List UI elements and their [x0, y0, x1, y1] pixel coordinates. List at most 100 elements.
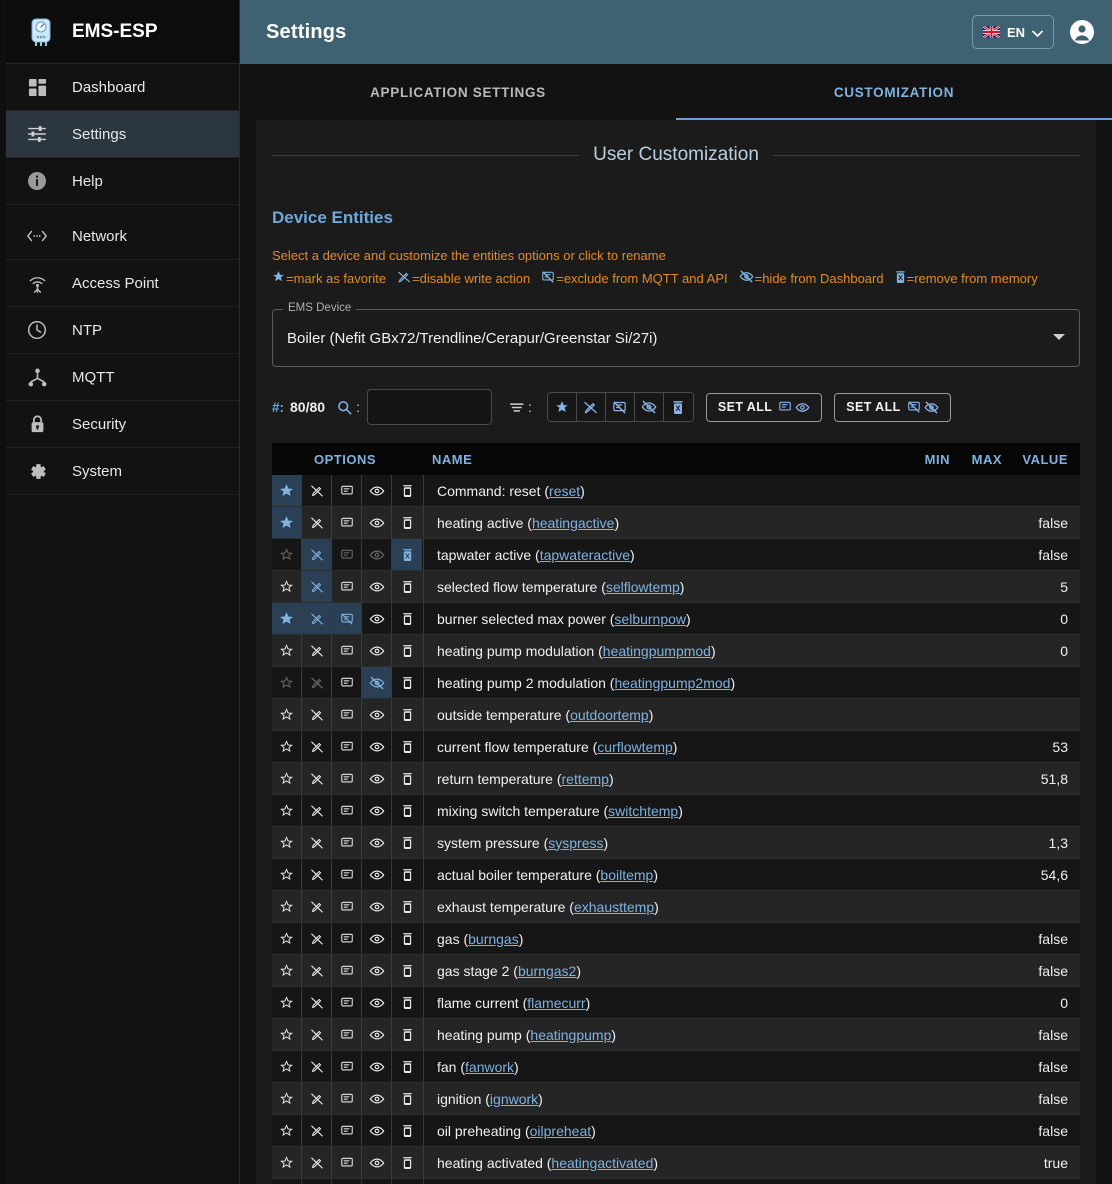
option-delete[interactable] — [392, 795, 422, 826]
entity-name[interactable]: burner selected max power (selburnpow) — [437, 610, 691, 627]
option-no-write[interactable] — [302, 1179, 332, 1184]
option-mqtt-doc[interactable] — [332, 1179, 362, 1184]
option-mqtt-doc[interactable] — [332, 827, 362, 858]
option-eye[interactable] — [362, 795, 392, 826]
table-row[interactable]: exhaust temperature (exhausttemp) — [272, 891, 1080, 923]
table-row[interactable]: burner selected max power (selburnpow) 0 — [272, 603, 1080, 635]
option-mqtt-doc[interactable] — [332, 635, 362, 666]
table-row[interactable]: actual boiler temperature (boiltemp) 54,6 — [272, 859, 1080, 891]
table-row[interactable]: heating pump (heatingpump) false — [272, 1019, 1080, 1051]
option-star[interactable] — [272, 475, 302, 506]
table-row[interactable]: ignition (ignwork) false — [272, 1083, 1080, 1115]
entity-key[interactable]: tapwateractive — [539, 546, 630, 563]
entity-name[interactable]: gas (burngas) — [437, 930, 524, 947]
option-star[interactable] — [272, 795, 302, 826]
option-delete[interactable] — [392, 539, 422, 570]
option-mqtt-doc[interactable] — [332, 955, 362, 986]
option-star[interactable] — [272, 1115, 302, 1146]
table-row[interactable]: mixing switch temperature (switchtemp) — [272, 795, 1080, 827]
option-mqtt-doc[interactable] — [332, 1147, 362, 1178]
option-star[interactable] — [272, 1147, 302, 1178]
entity-name[interactable]: selected flow temperature (selflowtemp) — [437, 578, 685, 595]
option-eye[interactable] — [362, 923, 392, 954]
option-mqtt-doc[interactable] — [332, 923, 362, 954]
option-no-write[interactable] — [302, 859, 332, 890]
sidebar-item-settings[interactable]: Settings — [6, 111, 239, 158]
option-eye[interactable] — [362, 1051, 392, 1082]
table-row[interactable]: selected flow temperature (selflowtemp) 5 — [272, 571, 1080, 603]
option-mqtt-doc[interactable] — [332, 1083, 362, 1114]
option-mqtt-doc[interactable] — [332, 987, 362, 1018]
entity-key[interactable]: heatingpumpmod — [602, 642, 711, 659]
option-star[interactable] — [272, 763, 302, 794]
option-eye[interactable] — [362, 1115, 392, 1146]
entity-key[interactable]: outdoortemp — [570, 706, 649, 723]
entity-key[interactable]: switchtemp — [608, 802, 679, 819]
table-row[interactable]: outside temperature (outdoortemp) — [272, 699, 1080, 731]
sidebar-item-security[interactable]: Security — [6, 401, 239, 448]
entity-name[interactable]: ignition (ignwork) — [437, 1090, 543, 1107]
entity-name[interactable]: heating active (heatingactive) — [437, 514, 620, 531]
option-delete[interactable] — [392, 859, 422, 890]
entity-name[interactable]: current flow temperature (curflowtemp) — [437, 738, 678, 755]
entity-key[interactable]: reset — [549, 482, 581, 499]
option-eye[interactable] — [362, 955, 392, 986]
entity-key[interactable]: curflowtemp — [597, 738, 673, 755]
option-mqtt-doc[interactable] — [332, 891, 362, 922]
option-delete[interactable] — [392, 1115, 422, 1146]
entity-key[interactable]: selburnpow — [614, 610, 687, 627]
option-mqtt-doc[interactable] — [332, 763, 362, 794]
option-star[interactable] — [272, 955, 302, 986]
entity-name[interactable]: exhaust temperature (exhausttemp) — [437, 898, 659, 915]
option-no-write[interactable] — [302, 603, 332, 634]
tab-customization[interactable]: Customization — [833, 84, 955, 100]
entity-name[interactable]: heating pump (heatingpump) — [437, 1026, 617, 1043]
option-mqtt-doc[interactable] — [332, 667, 362, 698]
entity-key[interactable]: heatingactivated — [551, 1154, 654, 1171]
entity-name[interactable]: system pressure (syspress) — [437, 834, 609, 851]
option-eye[interactable] — [362, 1147, 392, 1178]
option-star[interactable] — [272, 1019, 302, 1050]
table-row[interactable]: current flow temperature (curflowtemp) 53 — [272, 731, 1080, 763]
table-row[interactable]: system pressure (syspress) 1,3 — [272, 827, 1080, 859]
option-mqtt-doc[interactable] — [332, 539, 362, 570]
option-no-write[interactable] — [302, 539, 332, 570]
option-star[interactable] — [272, 1083, 302, 1114]
entity-name[interactable]: actual boiler temperature (boiltemp) — [437, 866, 659, 883]
option-no-write[interactable] — [302, 923, 332, 954]
entity-key[interactable]: burngas — [468, 930, 519, 947]
set-all-disable-button[interactable]: SET ALL — [834, 392, 951, 422]
option-no-write[interactable] — [302, 1051, 332, 1082]
entity-key[interactable]: fanwork — [465, 1058, 515, 1075]
table-row[interactable]: heating pump 2 modulation (heatingpump2m… — [272, 667, 1080, 699]
sidebar-item-system[interactable]: System — [6, 448, 239, 495]
sidebar-item-dashboard[interactable]: Dashboard — [6, 64, 239, 111]
table-row[interactable]: heating activated (heatingactivated) true — [272, 1147, 1080, 1179]
option-star[interactable] — [272, 827, 302, 858]
option-delete[interactable] — [392, 1147, 422, 1178]
filter-mqtt-exclude-button[interactable] — [605, 393, 635, 421]
option-star[interactable] — [272, 987, 302, 1018]
option-mqtt-doc[interactable] — [332, 859, 362, 890]
option-mqtt-doc[interactable] — [332, 1051, 362, 1082]
entity-key[interactable]: boiltemp — [600, 866, 654, 883]
entity-name[interactable]: mixing switch temperature (switchtemp) — [437, 802, 683, 819]
option-delete[interactable] — [392, 571, 422, 602]
option-eye[interactable] — [362, 667, 392, 698]
option-no-write[interactable] — [302, 571, 332, 602]
table-row[interactable]: flame current (flamecurr) 0 — [272, 987, 1080, 1019]
table-row[interactable] — [272, 1179, 1080, 1184]
option-delete[interactable] — [392, 1179, 422, 1184]
option-delete[interactable] — [392, 891, 422, 922]
table-row[interactable]: return temperature (rettemp) 51,8 — [272, 763, 1080, 795]
option-no-write[interactable] — [302, 699, 332, 730]
option-delete[interactable] — [392, 827, 422, 858]
set-all-enable-button[interactable]: SET ALL — [705, 392, 823, 422]
option-mqtt-doc[interactable] — [332, 571, 362, 602]
option-delete[interactable] — [392, 603, 422, 634]
option-no-write[interactable] — [302, 827, 332, 858]
entity-key[interactable]: burngas2 — [517, 962, 577, 979]
option-star[interactable] — [272, 699, 302, 730]
option-star[interactable] — [272, 859, 302, 890]
entity-name[interactable]: return temperature (rettemp) — [437, 770, 614, 787]
